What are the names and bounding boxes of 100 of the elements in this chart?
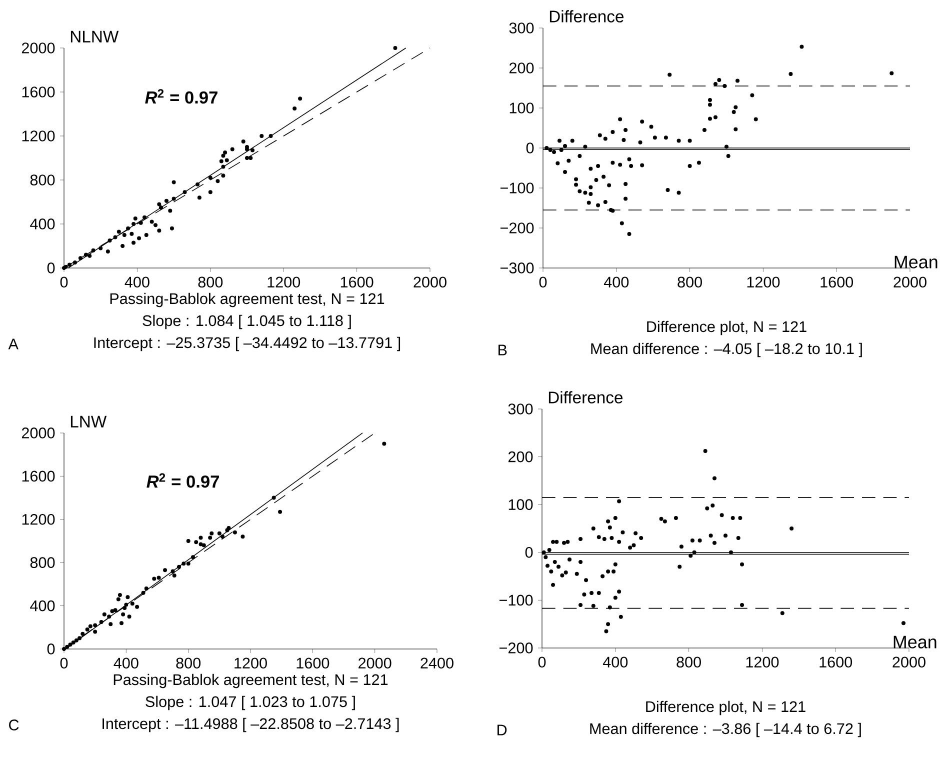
point — [172, 196, 176, 201]
x-tick-label: 2000 — [894, 276, 926, 288]
point — [245, 144, 250, 149]
text: C — [9, 720, 19, 730]
y-tick-label: 0 — [525, 546, 533, 558]
point — [158, 205, 163, 210]
point — [138, 220, 143, 225]
point — [65, 644, 70, 649]
text: Slope : 1.047 [ 1.023 to 1.075 ] — [146, 696, 355, 710]
y-tick-label: 300 — [509, 22, 534, 34]
text: Slope : 1.084 [ 1.045 to 1.118 ] — [142, 314, 351, 330]
x-tick-label: 0 — [60, 658, 68, 669]
y-tick-label: 400 — [30, 218, 55, 230]
point — [197, 196, 202, 200]
point — [245, 156, 250, 160]
y-tick-label: 0 — [47, 644, 55, 654]
point — [93, 623, 98, 628]
point — [150, 220, 154, 224]
point — [122, 232, 126, 237]
point — [232, 530, 237, 534]
y-tick-label: 2000 — [22, 428, 55, 438]
point — [132, 222, 136, 226]
point — [113, 235, 118, 240]
point — [74, 638, 78, 642]
text: Mean difference : –4.05 [ –18.2 to 10.1 ] — [591, 342, 862, 358]
point — [157, 228, 162, 233]
point — [78, 256, 82, 260]
y-tick-label: −200 — [500, 222, 534, 234]
point — [164, 198, 168, 203]
point — [230, 147, 234, 152]
point — [260, 134, 264, 138]
point — [110, 609, 114, 614]
point — [108, 238, 112, 242]
text: D — [498, 724, 507, 736]
point — [240, 534, 245, 539]
point — [130, 602, 134, 606]
y-tick-label: −100 — [500, 182, 534, 194]
x-tick-label: 800 — [176, 658, 201, 669]
point — [68, 642, 72, 647]
point — [177, 564, 182, 569]
x-axis-title: Passing-Bablok agreement test, N = 121 — [114, 674, 388, 688]
point — [152, 576, 156, 581]
y-axis-title: Difference — [550, 10, 624, 22]
point — [393, 46, 398, 50]
point — [113, 608, 118, 612]
point — [141, 590, 146, 595]
point — [106, 249, 110, 254]
y-tick-label: 200 — [509, 62, 534, 74]
point — [144, 232, 148, 237]
point — [248, 156, 253, 160]
x-tick-label: 0 — [60, 276, 68, 288]
y-tick-label: 200 — [508, 451, 533, 462]
point — [126, 226, 130, 230]
point — [116, 597, 120, 602]
point — [382, 442, 386, 446]
y-tick-label: 100 — [508, 499, 533, 510]
point — [124, 602, 128, 607]
y-axis-title: NLNW — [70, 30, 119, 42]
point — [144, 586, 148, 591]
point — [210, 531, 214, 536]
point — [130, 232, 134, 236]
point — [208, 176, 212, 180]
point — [292, 106, 297, 110]
point — [93, 630, 98, 634]
x-tick-label: 2000 — [892, 656, 926, 668]
x-tick-label: 800 — [676, 656, 701, 668]
y-tick-label: 1600 — [22, 86, 55, 98]
point — [241, 139, 246, 144]
x-tick-label: 1200 — [234, 658, 267, 669]
point — [186, 538, 190, 543]
x-tick-label: 1200 — [746, 656, 779, 668]
x-tick-label: 1600 — [296, 658, 330, 669]
point — [168, 208, 172, 213]
x-tick-label: 1600 — [340, 276, 374, 288]
point — [202, 543, 206, 548]
point — [133, 216, 138, 220]
y-tick-label: 0 — [526, 142, 534, 154]
point — [121, 612, 126, 616]
text: A — [8, 338, 18, 350]
point — [142, 215, 147, 220]
y-tick-label: −100 — [500, 594, 533, 606]
y-tick-label: 1600 — [22, 470, 55, 482]
point — [88, 254, 92, 258]
point — [190, 555, 196, 560]
point — [182, 562, 186, 566]
x-tick-label: 1200 — [268, 276, 300, 288]
point — [71, 640, 76, 645]
point — [163, 568, 168, 572]
point — [278, 510, 282, 514]
point — [98, 246, 103, 250]
point — [156, 576, 161, 580]
point — [217, 531, 222, 536]
point — [88, 624, 92, 628]
point — [196, 182, 200, 186]
point — [118, 592, 122, 597]
point — [224, 158, 229, 162]
point — [132, 240, 136, 245]
y-tick-label: 300 — [508, 404, 533, 414]
point — [182, 190, 187, 194]
point — [170, 226, 174, 230]
